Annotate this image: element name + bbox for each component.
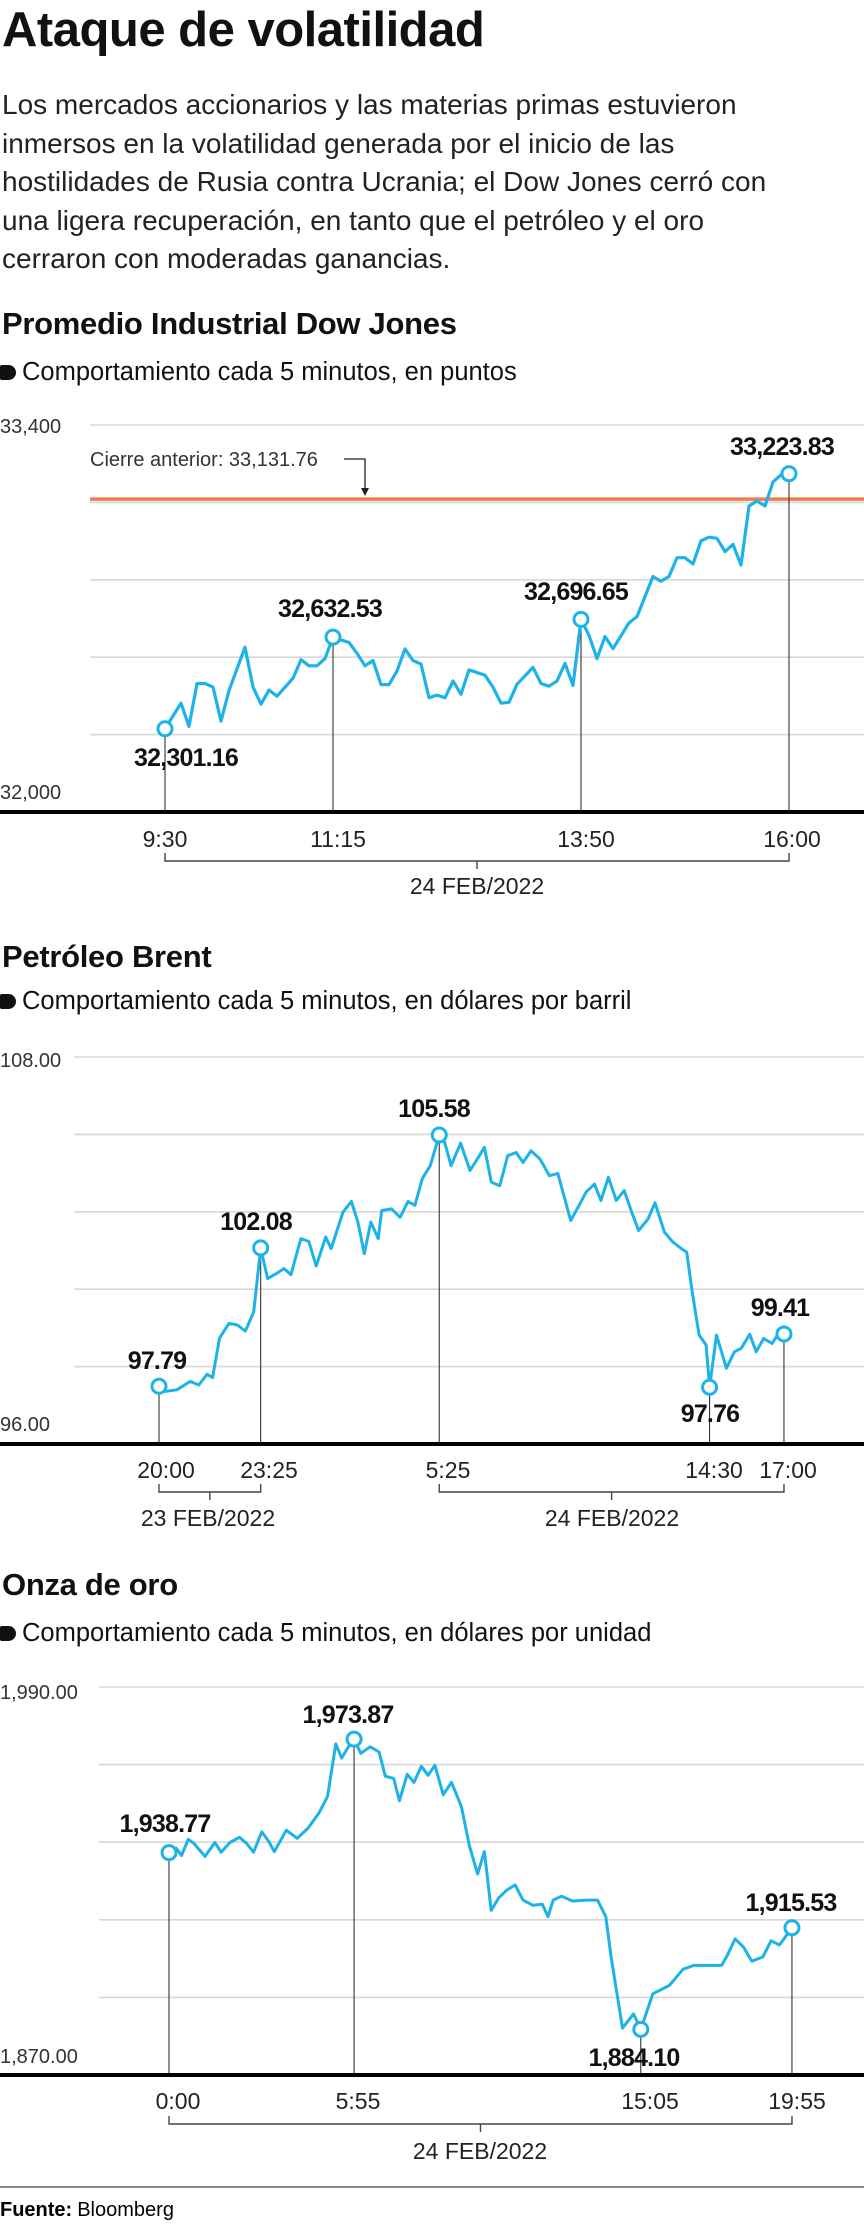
source-name: Bloomberg bbox=[77, 2199, 174, 2221]
annotation-label: 32,632.53 bbox=[278, 595, 382, 623]
x-tick-label: 11:15 bbox=[310, 826, 366, 852]
x-tick-label: 23:25 bbox=[240, 1457, 298, 1483]
data-point-marker bbox=[632, 2020, 650, 2038]
data-point-marker bbox=[783, 1919, 801, 1937]
date-label: 23 FEB/2022 bbox=[141, 1505, 275, 1531]
x-tick-label: 16:00 bbox=[763, 826, 821, 852]
y-tick-label: 1,990.00 bbox=[0, 1682, 78, 1704]
data-point-marker bbox=[430, 1126, 448, 1144]
x-tick-label: 13:50 bbox=[557, 826, 615, 852]
data-line bbox=[163, 472, 790, 730]
annotation-label: 33,223.83 bbox=[730, 433, 834, 461]
reference-arrow-connector bbox=[344, 458, 366, 488]
gridlines bbox=[74, 1056, 864, 1368]
x-tick-label: 17:00 bbox=[759, 1457, 817, 1483]
dow-chart-title: Promedio Industrial Dow Jones bbox=[2, 306, 457, 341]
annotation-label: 102.08 bbox=[220, 1208, 293, 1236]
intro-line: una ligera recuperación, en tanto que el… bbox=[2, 204, 705, 236]
subtitle-text: Comportamiento cada 5 minutos, en puntos bbox=[22, 358, 517, 386]
x-tick-label: 19:55 bbox=[768, 2088, 826, 2114]
y-tick-label: 1,870.00 bbox=[0, 2046, 78, 2068]
gridlines bbox=[90, 424, 864, 736]
gridlines bbox=[99, 1686, 864, 1999]
arrow-down-icon bbox=[361, 488, 369, 496]
page-title: Ataque de volatilidad bbox=[2, 3, 485, 57]
x-tick-label: 14:30 bbox=[685, 1457, 743, 1483]
annotation-label: 1,884.10 bbox=[589, 2044, 680, 2072]
y-tick-label: 33,400 bbox=[0, 416, 61, 438]
intro-line: inmersos en la volatilidad generada por … bbox=[2, 127, 675, 159]
x-tick-label: 5:55 bbox=[336, 2088, 381, 2114]
date-label: 24 FEB/2022 bbox=[410, 873, 544, 899]
annotation-label: 1,973.87 bbox=[303, 1701, 394, 1729]
annotation-label: 97.76 bbox=[681, 1400, 740, 1428]
y-tick-label: 96.00 bbox=[0, 1414, 50, 1436]
date-bracket bbox=[168, 2116, 793, 2132]
intro-line: cerraron con moderadas ganancias. bbox=[2, 243, 451, 274]
data-point-marker bbox=[160, 1844, 178, 1862]
x-tick-label: 9:30 bbox=[143, 826, 188, 852]
date-bracket bbox=[158, 1484, 262, 1500]
reference-label: Cierre anterior: 33,131.76 bbox=[90, 449, 318, 471]
brent-chart-subtitle: Comportamiento cada 5 minutos, en dólare… bbox=[0, 987, 631, 1016]
intro-line: hostilidades de Rusia contra Ucrania; el… bbox=[2, 166, 767, 197]
annotation-label: 1,938.77 bbox=[120, 1810, 211, 1838]
x-tick-label: 0:00 bbox=[156, 2088, 201, 2114]
date-bracket bbox=[164, 853, 790, 869]
bullet-icon bbox=[0, 1626, 16, 1641]
brent-chart: 108.00 96.00 20:00 23:25 5:25 14:30 17:0… bbox=[0, 1050, 864, 1531]
data-point-marker bbox=[345, 1730, 363, 1748]
data-point-marker bbox=[780, 465, 798, 483]
annotation-label: 32,696.65 bbox=[524, 578, 629, 606]
dow-chart: Cierre anterior: 33,131.76 33,400 32,000… bbox=[0, 416, 864, 899]
annotation-label: 1,915.53 bbox=[746, 1889, 837, 1917]
subtitle-text: Comportamiento cada 5 minutos, en dólare… bbox=[22, 987, 632, 1015]
data-point-marker bbox=[701, 1378, 719, 1396]
y-tick-label: 32,000 bbox=[0, 782, 61, 804]
x-tick-label: 20:00 bbox=[137, 1457, 195, 1483]
dow-chart-subtitle: Comportamiento cada 5 minutos, en puntos bbox=[0, 358, 517, 387]
date-label: 24 FEB/2022 bbox=[413, 2138, 547, 2164]
annotation-label: 99.41 bbox=[751, 1294, 810, 1322]
data-point-marker bbox=[252, 1239, 270, 1257]
y-tick-label: 108.00 bbox=[0, 1050, 61, 1072]
annotation-label: 32,301.16 bbox=[134, 744, 238, 772]
x-tick-label: 5:25 bbox=[426, 1457, 471, 1483]
data-line bbox=[158, 1133, 785, 1393]
date-label: 24 FEB/2022 bbox=[545, 1505, 679, 1531]
gold-chart-subtitle: Comportamiento cada 5 minutos, en dólare… bbox=[0, 1619, 651, 1648]
brent-chart-title: Petróleo Brent bbox=[2, 939, 212, 974]
data-line bbox=[168, 1737, 794, 2031]
annotation-label: 105.58 bbox=[398, 1095, 471, 1123]
gold-chart-title: Onza de oro bbox=[2, 1567, 178, 1602]
data-point-marker bbox=[775, 1325, 793, 1343]
data-point-marker bbox=[324, 628, 342, 646]
subtitle-text: Comportamiento cada 5 minutos, en dólare… bbox=[22, 1619, 652, 1647]
bullet-icon bbox=[0, 994, 16, 1009]
intro-paragraph: Los mercados accionarios y las materias … bbox=[2, 86, 766, 279]
data-point-marker bbox=[572, 610, 590, 628]
date-bracket bbox=[438, 1484, 785, 1500]
bullet-icon bbox=[0, 365, 16, 380]
annotation-label: 97.79 bbox=[128, 1347, 187, 1375]
source-credit: Fuente: Bloomberg bbox=[0, 2199, 174, 2221]
data-point-marker bbox=[156, 720, 174, 738]
intro-line: Los mercados accionarios y las materias … bbox=[2, 89, 737, 120]
data-point-marker bbox=[150, 1377, 168, 1395]
gold-chart: 1,990.00 1,870.00 0:00 5:55 15:05 19:55 … bbox=[0, 1682, 864, 2221]
x-tick-label: 15:05 bbox=[621, 2088, 679, 2114]
source-label: Fuente: bbox=[0, 2199, 72, 2221]
